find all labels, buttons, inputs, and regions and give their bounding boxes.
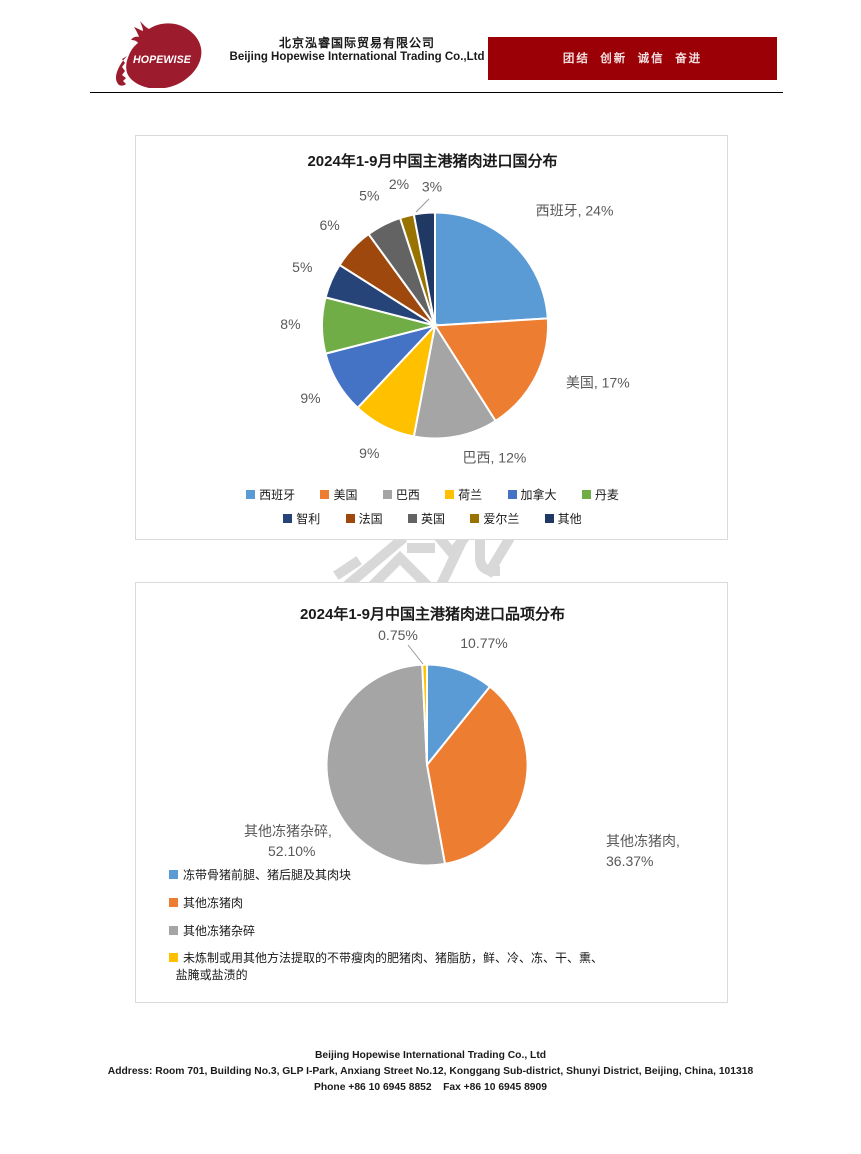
svg-text:0.75%: 0.75% <box>378 627 418 643</box>
svg-text:6%: 6% <box>319 217 339 233</box>
svg-text:3%: 3% <box>422 179 442 195</box>
svg-text:西班牙, 24%: 西班牙, 24% <box>536 203 614 219</box>
svg-text:9%: 9% <box>300 390 320 406</box>
svg-text:2%: 2% <box>389 176 409 192</box>
svg-text:5%: 5% <box>359 187 379 203</box>
svg-text:5%: 5% <box>292 259 312 275</box>
svg-text:巴西, 12%: 巴西, 12% <box>463 450 527 466</box>
svg-text:8%: 8% <box>280 316 300 332</box>
svg-text:其他冻猪杂碎,: 其他冻猪杂碎, <box>244 823 332 839</box>
svg-text:其他冻猪肉,: 其他冻猪肉, <box>606 833 680 849</box>
svg-text:52.10%: 52.10% <box>268 843 315 859</box>
svg-text:9%: 9% <box>359 445 379 461</box>
svg-text:36.37%: 36.37% <box>606 853 653 869</box>
svg-text:10.77%: 10.77% <box>460 635 507 651</box>
svg-text:美国, 17%: 美国, 17% <box>566 375 630 391</box>
svg-text:HOPEWISE: HOPEWISE <box>133 54 192 66</box>
